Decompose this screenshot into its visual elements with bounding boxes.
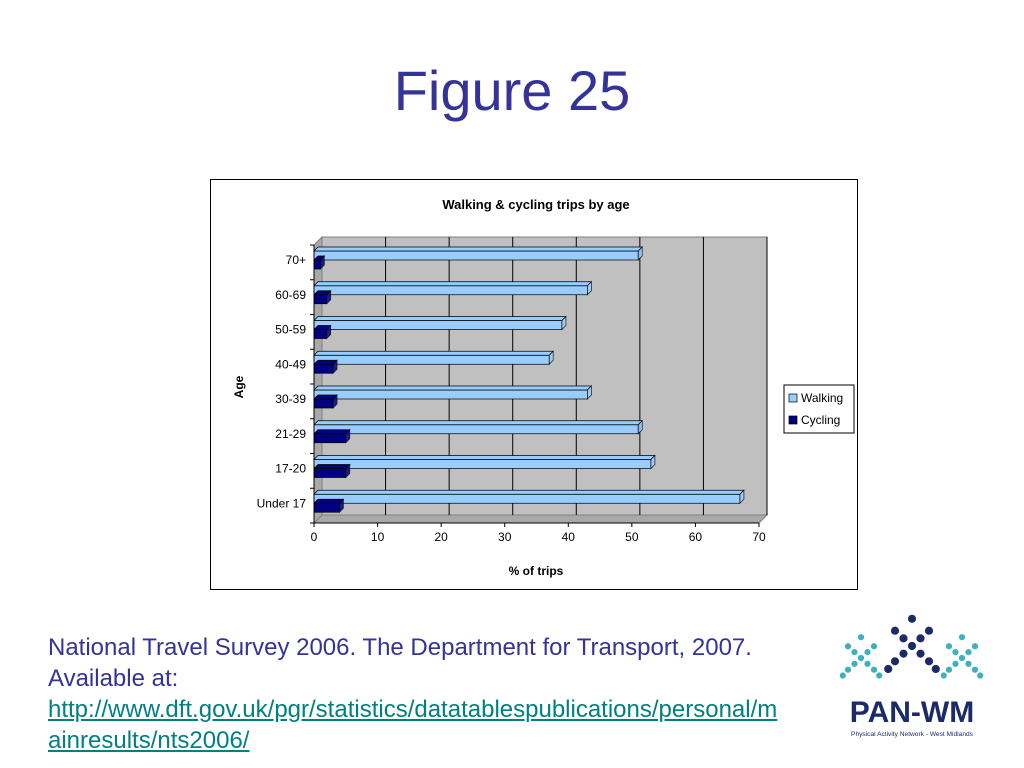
slide-title: Figure 25: [393, 59, 631, 122]
x-tick-label-70: 70: [752, 530, 766, 544]
y-axis-label: Age: [232, 375, 246, 398]
category-label-0: 70+: [286, 253, 306, 267]
logo-figure-2: [940, 634, 984, 679]
category-label-2: 50-59: [275, 323, 306, 337]
legend-swatch-walking: [788, 393, 798, 403]
logo-subtitle: Physical Activity Network - West Midland…: [851, 731, 974, 738]
x-tick-labels: 0 10 20 30 40 50 60 70: [311, 530, 766, 544]
bar-walking-1: [313, 280, 593, 296]
axes: [310, 244, 760, 527]
bar-cycling-7: [313, 498, 345, 514]
bar-walking-4: [313, 385, 593, 400]
bars: [313, 246, 745, 514]
source-caption: National Travel Survey 2006. The Departm…: [48, 632, 828, 756]
bar-walking-2: [313, 315, 567, 331]
x-axis-label: % of trips: [509, 564, 564, 578]
chart-container: Walking & cycling trips by age 70+ 60-69 5…: [210, 179, 858, 590]
logo-figures: [839, 614, 984, 679]
x-tick-label-60: 60: [689, 530, 703, 544]
pan-wm-logo: PAN-WM Physical Activity Network - West …: [839, 614, 984, 738]
x-tick-label-40: 40: [562, 530, 576, 544]
source-link[interactable]: http://www.dft.gov.uk/pgr/statistics/dat…: [48, 696, 777, 754]
plot-back-wall: [312, 235, 769, 525]
bar-cycling-6: [313, 463, 351, 479]
category-label-5: 21-29: [275, 427, 306, 441]
legend-label-cycling: Cycling: [801, 413, 840, 427]
bar-walking-6: [313, 454, 656, 470]
caption-line-1: National Travel Survey 2006. The Departm…: [48, 634, 752, 661]
category-label-3: 40-49: [275, 357, 306, 371]
bar-cycling-5: [313, 428, 351, 444]
caption-line-2: Available at:: [48, 665, 179, 692]
bar-walking-3: [313, 350, 555, 366]
category-label-1: 60-69: [275, 288, 306, 302]
logo-figure-1: [884, 614, 940, 674]
legend-box: [783, 384, 855, 434]
bar-chart: Walking & cycling trips by age 70+ 60-69 5…: [232, 197, 855, 578]
bar-cycling-2: [313, 324, 332, 340]
source-link-part-2: ainresults/nts2006/: [48, 727, 250, 754]
x-tick-label-30: 30: [498, 530, 512, 544]
legend-swatch-cycling: [788, 415, 798, 425]
x-tick-label-10: 10: [371, 530, 385, 544]
logo-text: PAN-WM: [850, 696, 974, 729]
bar-cycling-4: [313, 394, 338, 409]
category-label-4: 30-39: [275, 392, 306, 406]
bar-walking-7: [313, 489, 745, 505]
chart-title: Walking & cycling trips by age: [442, 197, 629, 212]
legend-label-walking: Walking: [801, 391, 843, 405]
bar-cycling-3: [313, 359, 338, 375]
plot-side-wall: [313, 235, 323, 525]
source-link-part-1: http://www.dft.gov.uk/pgr/statistics/dat…: [48, 696, 778, 723]
logo-figure-0: [839, 634, 883, 679]
x-tick-label-20: 20: [434, 530, 448, 544]
bar-walking-0: [313, 246, 644, 261]
category-label-7: Under 17: [257, 496, 307, 510]
bar-walking-5: [313, 419, 644, 435]
plot-wall: [321, 236, 768, 516]
bar-cycling-1: [313, 289, 332, 305]
bar-cycling-0: [313, 255, 326, 270]
category-labels: 70+ 60-69 50-59 40-49 30-39 21-29 17-20 Under 1…: [257, 253, 307, 510]
plot-floor: [312, 514, 769, 524]
x-tick-label-50: 50: [625, 530, 639, 544]
legend: Walking Cycling: [783, 384, 855, 434]
x-tick-label-0: 0: [311, 530, 318, 544]
category-label-6: 17-20: [275, 462, 306, 476]
